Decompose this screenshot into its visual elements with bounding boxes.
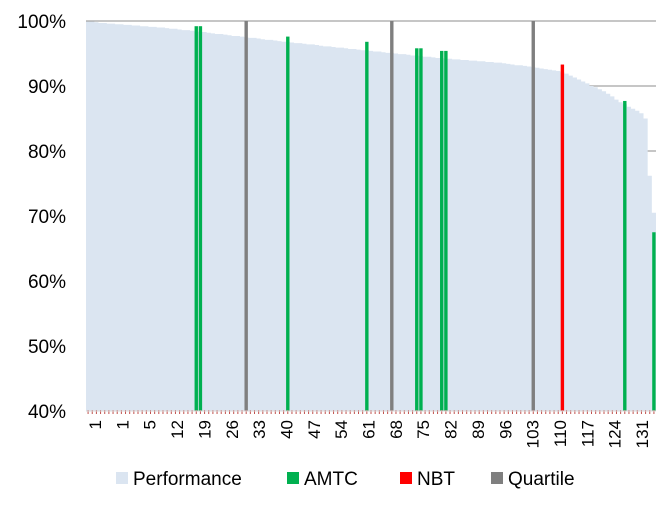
quartile-bar-1 bbox=[244, 21, 248, 411]
x-tick-label: 19 bbox=[195, 420, 214, 439]
x-tick-label: 5 bbox=[141, 420, 160, 429]
quartile-bar-3 bbox=[531, 21, 535, 411]
x-tick-label: 54 bbox=[332, 420, 351, 439]
legend-label-nbt: NBT bbox=[417, 469, 455, 490]
amtc-bar-3 bbox=[286, 36, 290, 411]
legend-label-amtc: AMTC bbox=[304, 469, 358, 490]
x-tick-label: 68 bbox=[387, 420, 406, 439]
x-tick-label: 26 bbox=[223, 420, 242, 439]
x-tick-label: 12 bbox=[168, 420, 187, 439]
legend-label-performance: Performance bbox=[133, 469, 242, 490]
y-tick-label: 80% bbox=[28, 142, 66, 163]
legend-swatch-performance bbox=[116, 472, 128, 484]
performance-series-area bbox=[86, 21, 656, 412]
nbt-bar-1 bbox=[560, 64, 565, 412]
x-tick-label: 117 bbox=[578, 420, 597, 447]
y-tick-label: 50% bbox=[28, 337, 66, 358]
x-tick-label: 75 bbox=[414, 420, 433, 439]
x-tick-label: 1 bbox=[86, 420, 105, 429]
performance-area bbox=[86, 21, 656, 412]
amtc-bar-7 bbox=[440, 50, 444, 412]
legend-label-quartile: Quartile bbox=[508, 469, 575, 490]
x-tick-label: 1 bbox=[113, 420, 132, 429]
y-tick-label: 60% bbox=[28, 272, 66, 293]
amtc-bar-6 bbox=[419, 48, 423, 412]
amtc-bar-1 bbox=[194, 26, 198, 411]
amtc-bar-10 bbox=[652, 232, 656, 411]
x-tick-label: 82 bbox=[442, 420, 461, 439]
y-tick-label: 70% bbox=[28, 207, 66, 228]
y-axis: 100% 90% 80% 70% 60% 50% 40% bbox=[17, 12, 66, 423]
legend-swatch-amtc bbox=[287, 472, 299, 484]
amtc-bar-8 bbox=[444, 50, 448, 412]
highlight-bars bbox=[194, 21, 656, 412]
amtc-bar-5 bbox=[415, 48, 419, 412]
x-tick-label: 47 bbox=[305, 420, 324, 439]
x-tick-label: 61 bbox=[360, 420, 379, 439]
legend: Performance AMTC NBT Quartile bbox=[116, 469, 575, 490]
y-tick-label: 100% bbox=[17, 12, 66, 33]
x-tick-label: 40 bbox=[277, 420, 296, 439]
x-tick-label: 96 bbox=[496, 420, 515, 439]
quartile-bar-2 bbox=[390, 21, 394, 411]
y-tick-label: 40% bbox=[28, 402, 66, 423]
baseline-ticks bbox=[86, 410, 656, 414]
x-tick-label: 124 bbox=[606, 420, 625, 448]
x-tick-label: 33 bbox=[250, 420, 269, 439]
amtc-bar-9 bbox=[623, 100, 627, 411]
x-tick-label: 110 bbox=[551, 420, 570, 447]
legend-swatch-nbt bbox=[400, 472, 412, 484]
amtc-bar-4 bbox=[365, 41, 369, 412]
legend-swatch-quartile bbox=[491, 472, 503, 484]
x-tick-label: 103 bbox=[524, 420, 543, 448]
y-tick-label: 90% bbox=[28, 77, 66, 98]
x-tick-label: 89 bbox=[469, 420, 488, 439]
x-tick-label: 131 bbox=[633, 420, 652, 448]
x-axis: 1 1 5 12 19 26 33 40 47 54 61 68 75 82 89 96 103 110 117 12… bbox=[86, 420, 652, 448]
amtc-bar-2 bbox=[198, 26, 203, 411]
